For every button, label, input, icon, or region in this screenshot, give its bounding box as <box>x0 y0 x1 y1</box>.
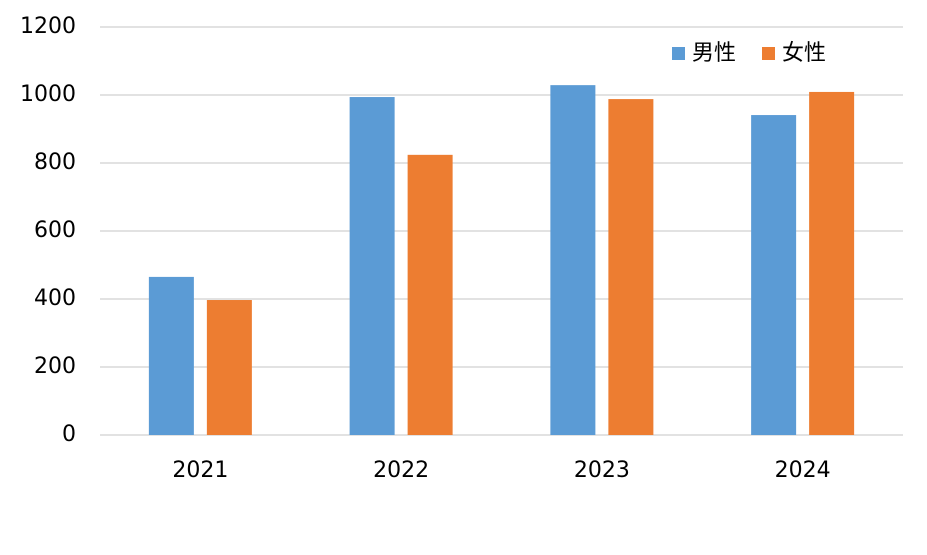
legend-label: 男性 <box>692 41 736 66</box>
bar <box>349 97 395 435</box>
bar <box>809 91 855 435</box>
bar <box>407 154 453 435</box>
legend-swatch <box>762 47 775 60</box>
y-tick-label: 200 <box>34 354 76 379</box>
x-tick-label: 2023 <box>574 458 630 483</box>
y-tick-label: 1000 <box>20 82 76 107</box>
bar <box>148 276 194 435</box>
y-tick-label: 0 <box>62 422 76 447</box>
y-tick-label: 600 <box>34 218 76 243</box>
x-tick-label: 2021 <box>172 458 228 483</box>
bar <box>550 85 596 435</box>
bar <box>751 115 797 435</box>
y-tick-label: 1200 <box>20 14 76 39</box>
bar <box>206 300 252 435</box>
bar <box>608 99 654 435</box>
x-tick-label: 2024 <box>775 458 831 483</box>
legend-swatch <box>672 47 685 60</box>
x-tick-label: 2022 <box>373 458 429 483</box>
y-tick-label: 400 <box>34 286 76 311</box>
y-tick-label: 800 <box>34 150 76 175</box>
legend-label: 女性 <box>782 41 826 66</box>
